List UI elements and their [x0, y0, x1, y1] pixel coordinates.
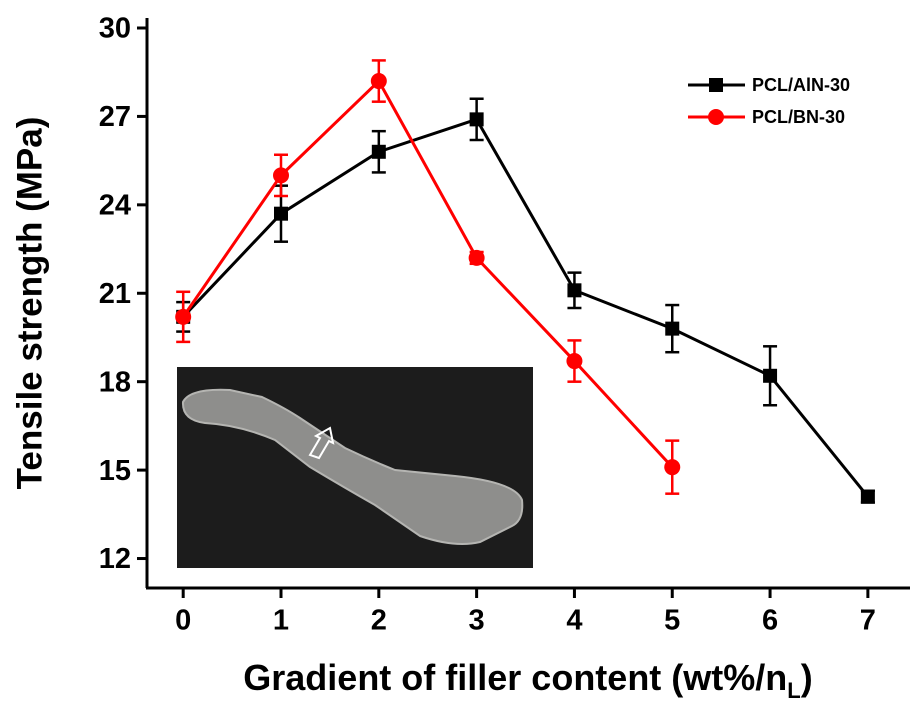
- x-tick-label: 6: [762, 605, 778, 637]
- y-tick-label: 24: [99, 189, 131, 221]
- x-axis-label-end: ): [801, 657, 813, 698]
- data-point: [371, 144, 386, 159]
- x-axis-label: Gradient of filler content (wt%/nL): [243, 657, 812, 703]
- y-tick-label: 21: [99, 278, 131, 310]
- data-point: [567, 283, 582, 298]
- data-point: [274, 206, 289, 221]
- legend-marker: [709, 78, 723, 92]
- x-tick-label: 1: [273, 605, 289, 637]
- y-tick-label: 12: [99, 543, 131, 575]
- y-tick-label: 27: [99, 101, 131, 133]
- inset-specimen: [181, 388, 524, 545]
- data-point: [468, 249, 485, 266]
- y-tick-label: 18: [99, 366, 131, 398]
- x-tick-label: 2: [371, 605, 387, 637]
- y-axis-label: Tensile strength (MPa): [10, 117, 49, 490]
- inset-photo: [177, 367, 533, 568]
- y-tick-label: 15: [99, 455, 131, 487]
- data-point: [860, 489, 875, 504]
- data-point: [370, 73, 387, 90]
- data-point: [566, 353, 583, 370]
- data-point: [664, 459, 681, 476]
- series-line: [181, 78, 674, 469]
- x-tick-label: 3: [469, 605, 485, 637]
- legend-label: PCL/BN-30: [752, 107, 845, 127]
- x-tick-label: 5: [664, 605, 680, 637]
- y-tick-label: 30: [99, 13, 131, 45]
- data-point: [665, 321, 680, 336]
- inset-arrow: [308, 426, 335, 460]
- x-tick-label: 4: [566, 605, 582, 637]
- data-point: [175, 308, 192, 325]
- x-tick-label: 7: [860, 605, 876, 637]
- data-point: [469, 112, 484, 127]
- x-tick-label: 0: [175, 605, 191, 637]
- data-point: [763, 368, 778, 383]
- x-axis-label-subscript: L: [787, 678, 800, 703]
- legend-marker: [708, 109, 724, 125]
- data-point: [273, 167, 290, 184]
- x-axis-label-main: Gradient of filler content (wt%/n: [243, 657, 787, 698]
- legend-label: PCL/AlN-30: [752, 75, 850, 95]
- series-line: [182, 117, 870, 498]
